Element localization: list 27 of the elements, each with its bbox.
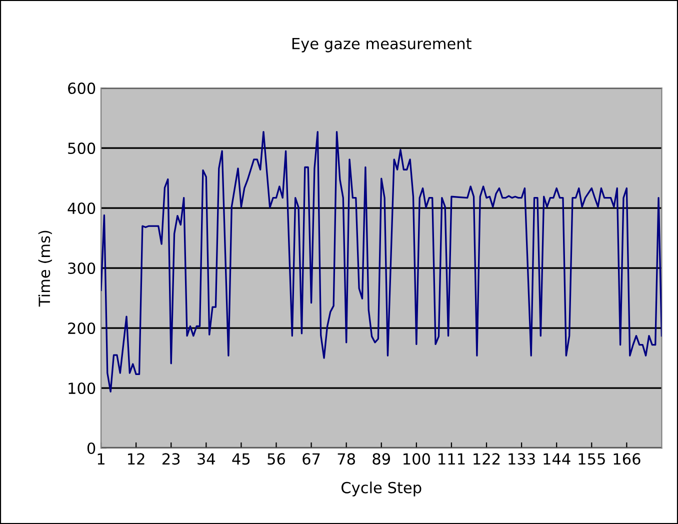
- x-tick-label: 100: [404, 453, 430, 465]
- x-tick-label: 166: [614, 453, 640, 465]
- x-tick-label: 89: [372, 453, 390, 465]
- y-axis-title: Time (ms): [38, 230, 52, 307]
- x-tick-label: 155: [578, 453, 605, 465]
- y-tick-label: 100: [68, 382, 96, 394]
- x-tick-label: 78: [338, 453, 356, 465]
- y-tick-label: 500: [68, 142, 96, 154]
- x-tick-label: 111: [438, 453, 465, 464]
- y-tick-label: 300: [68, 262, 96, 274]
- x-tick-label: 12: [128, 453, 144, 464]
- x-axis-title: Cycle Step: [342, 482, 422, 496]
- x-tick-label: 133: [508, 453, 535, 465]
- x-tick-label: 23: [162, 453, 180, 465]
- line-series: [101, 130, 662, 392]
- x-tick-label: 144: [544, 453, 570, 464]
- x-tick-label: 34: [198, 453, 216, 465]
- x-tick-label: 122: [474, 453, 500, 464]
- y-tick-label: 400: [68, 202, 96, 214]
- x-tick-label: 1: [98, 453, 104, 464]
- y-tick-label: 600: [68, 82, 96, 94]
- x-tick-label: 45: [232, 453, 250, 465]
- x-tick-label: 56: [268, 453, 285, 465]
- y-tick-label: 200: [68, 322, 96, 334]
- y-tick-label: 0: [87, 442, 96, 454]
- chart-title: Eye gaze measurement: [292, 38, 472, 52]
- x-tick-label: 67: [302, 453, 320, 465]
